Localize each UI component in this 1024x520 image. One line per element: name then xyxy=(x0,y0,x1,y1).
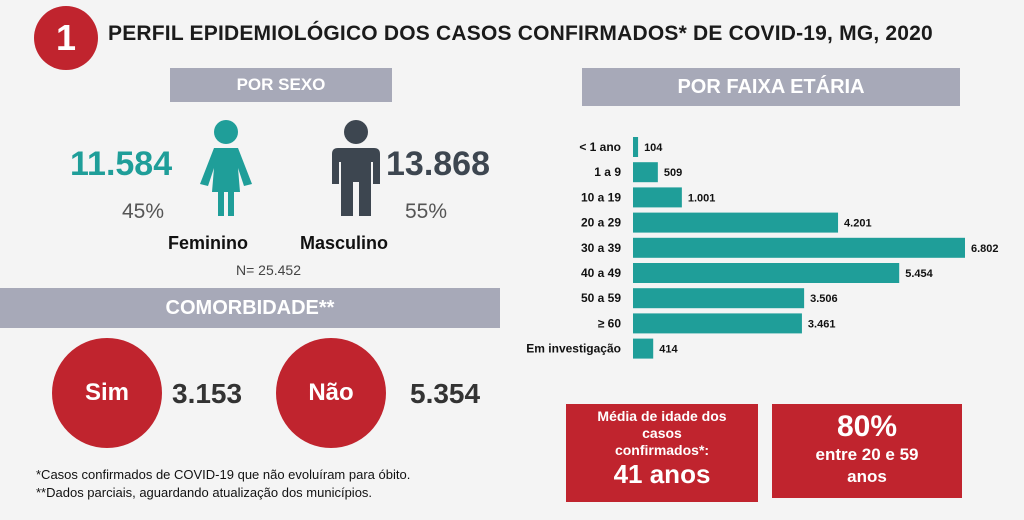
age-bar xyxy=(633,263,900,283)
age-category-label: < 1 ano xyxy=(579,140,621,154)
age-bar-value-label: 104 xyxy=(644,142,663,154)
age-category-label: 1 a 9 xyxy=(594,165,621,179)
comorbidity-yes-label: Sim xyxy=(84,379,129,406)
comorbidity-yes-value: 3.153 xyxy=(172,378,243,409)
age-share-line2: anos xyxy=(847,467,887,486)
age-bar xyxy=(633,288,805,309)
age-bar xyxy=(633,338,654,359)
age-bar xyxy=(633,137,639,157)
age-bar-value-label: 414 xyxy=(659,344,678,356)
age-category-label: 10 a 19 xyxy=(581,190,621,204)
age-share-box: 80% entre 20 e 59 anos xyxy=(772,404,962,498)
age-bar-value-label: 5.454 xyxy=(905,268,933,280)
age-bar-value-label: 3.461 xyxy=(808,318,836,330)
female-label: Feminino xyxy=(168,233,248,253)
age-share-line1: entre 20 e 59 xyxy=(815,445,919,464)
age-category-label: 50 a 59 xyxy=(581,291,621,305)
comorbidity-section-heading: COMORBIDADE** xyxy=(0,288,500,328)
male-percent: 55% xyxy=(405,200,448,223)
female-count: 11.584 xyxy=(70,145,173,183)
female-percent: 45% xyxy=(122,200,165,223)
age-section-heading: POR FAIXA ETÁRIA xyxy=(582,68,960,106)
age-bar-value-label: 4.201 xyxy=(844,218,872,230)
age-bar xyxy=(633,212,839,233)
section-number-badge: 1 xyxy=(34,6,98,70)
age-bar-value-label: 1.001 xyxy=(688,192,716,204)
comorbidity-no-value: 5.354 xyxy=(410,378,481,409)
comorbidity-no-label: Não xyxy=(308,379,354,406)
mean-age-line2: casos xyxy=(642,425,682,441)
male-label: Masculino xyxy=(300,233,389,253)
age-bar-chart: < 1 ano 104 1 a 9 509 10 a 19 1.001 20 a 29 4.2… xyxy=(526,137,999,359)
age-bar-value-label: 6.802 xyxy=(971,243,999,255)
sex-section-heading: POR SEXO xyxy=(170,68,392,102)
mean-age-line3: confirmados*: xyxy=(614,442,710,458)
age-category-label: ≥ 60 xyxy=(598,316,622,330)
age-share-value: 80% xyxy=(836,410,898,443)
mean-age-box: Média de idade dos casos confirmados*: 4… xyxy=(566,404,758,502)
comorbidity-no-circle: Não xyxy=(276,338,386,448)
age-bar-value-label: 3.506 xyxy=(810,293,838,305)
mean-age-line1: Média de idade dos xyxy=(597,408,727,424)
footnote-2: **Dados parciais, aguardando atualização… xyxy=(36,485,373,500)
age-category-label: Em investigação xyxy=(526,342,621,356)
age-bar xyxy=(633,162,658,183)
total-cases-label: N= 25.452 xyxy=(236,262,301,278)
age-category-label: 30 a 39 xyxy=(581,241,621,255)
age-bar xyxy=(633,187,682,208)
page-title: PERFIL EPIDEMIOLÓGICO DOS CASOS CONFIRMA… xyxy=(108,22,933,45)
age-bar-value-label: 509 xyxy=(664,167,682,179)
age-bar xyxy=(633,237,965,258)
age-bar xyxy=(633,313,802,334)
male-icon xyxy=(328,118,384,223)
age-category-label: 20 a 29 xyxy=(581,216,621,230)
female-icon xyxy=(196,118,256,223)
male-count: 13.868 xyxy=(386,145,490,183)
age-category-label: 40 a 49 xyxy=(581,266,621,280)
footnote-1: *Casos confirmados de COVID-19 que não e… xyxy=(36,467,411,482)
comorbidity-yes-circle: Sim xyxy=(52,338,162,448)
mean-age-value: 41 anos xyxy=(613,459,711,489)
